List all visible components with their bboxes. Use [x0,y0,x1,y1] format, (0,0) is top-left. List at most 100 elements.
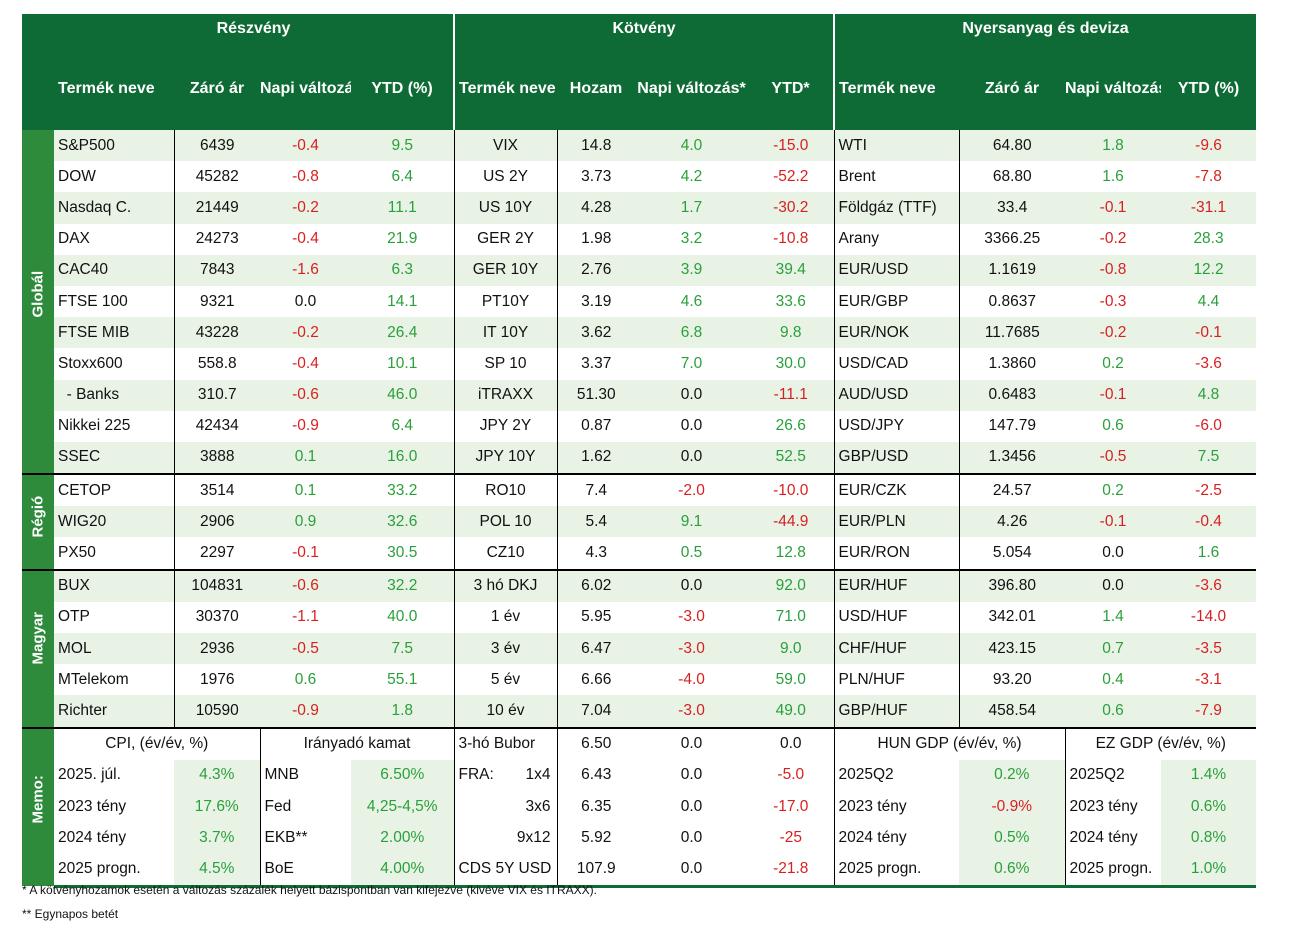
row-name: IT 10Y [453,317,558,349]
value-cell: 33.4 [958,192,1066,224]
row-name: USD/HUF [833,601,960,633]
hun-gdp-period: 2025 progn. [833,853,960,888]
section-stocks: Részvény [54,14,455,43]
ytd-change: 7.5 [1161,441,1257,475]
ytd-change: 9.8 [748,317,835,349]
row-name: 1 év [453,601,558,633]
ytd-change: 4.4 [1161,285,1257,318]
row-name: 3 év [453,633,558,665]
ytd-change: -14.0 [1161,601,1257,633]
daily-change: 1.4 [1065,601,1162,633]
daily-change: 0.7 [1065,633,1162,665]
ytd-change: 92.0 [748,568,835,602]
value-cell: 9321 [173,285,260,318]
row-name: Földgáz (TTF) [833,192,960,224]
daily-change: -0.2 [1065,223,1162,255]
value-cell: 3366.25 [958,223,1066,255]
bond-memo-ytd: 0.0 [748,726,835,760]
row-name: CAC40 [54,254,174,286]
fra-tenor: 1x4 [525,766,551,784]
daily-change: 0.1 [260,441,351,475]
row-name: AUD/USD [833,379,960,411]
row-name: CZ10 [453,537,558,570]
ytd-change: -52.2 [748,161,835,193]
daily-change: 3.2 [635,223,749,255]
row-name: SP 10 [453,348,558,380]
hun-gdp-value: -0.9% [959,790,1066,823]
row-name: iTRAXX [453,379,558,411]
daily-change: 4.6 [635,285,749,318]
hun-gdp-header: HUN GDP (év/év, %) [833,726,1066,760]
bond-memo-daily: 0.0 [635,822,749,854]
row-name: DAX [54,223,174,255]
daily-change: -0.6 [260,568,351,602]
ytd-change: 26.6 [748,410,835,442]
section-bonds: Kötvény [453,14,835,43]
value-cell: 10590 [173,695,260,728]
ytd-change: 12.2 [1161,254,1257,286]
value-cell: 43228 [173,317,260,349]
row-name: FTSE MIB [54,317,174,349]
value-cell: 423.15 [958,633,1066,665]
value-cell: 7843 [173,254,260,286]
row-name: PX50 [54,537,174,570]
bond-memo-ytd: -17.0 [748,790,835,823]
bond-memo-ytd: -25 [748,822,835,854]
ytd-change: 39.4 [748,254,835,286]
ytd-change: -3.6 [1161,568,1257,602]
daily-change: 0.2 [1065,348,1162,380]
ytd-change: 12.8 [748,537,835,570]
column-header: Termék neve [833,43,960,129]
ytd-change: -3.1 [1161,664,1257,696]
daily-change: -0.2 [260,317,351,349]
ytd-change: 33.2 [351,473,455,507]
daily-change: 0.0 [260,285,351,318]
cpi-period: 2023 tény [54,790,174,823]
value-cell: 1.1619 [958,254,1066,286]
daily-change: -0.5 [260,633,351,665]
row-name: Richter [54,695,174,728]
daily-change: 1.7 [635,192,749,224]
cpi-value: 3.7% [174,822,260,854]
value-cell: 24273 [173,223,260,255]
daily-change: 0.9 [260,506,351,538]
value-cell: 1.3860 [958,348,1066,380]
cpi-value: 17.6% [174,790,260,823]
value-cell: 5.4 [556,506,636,538]
ytd-change: 55.1 [351,664,455,696]
value-cell: 3888 [173,441,260,475]
ytd-change: 1.8 [351,695,455,728]
daily-change: -0.1 [1065,379,1162,411]
daily-change: -0.1 [260,537,351,570]
daily-change: 0.6 [260,664,351,696]
bond-memo-yield: 6.50 [556,726,636,760]
bond-memo-yield: 107.9 [556,853,636,888]
daily-change: -0.3 [1065,285,1162,318]
ytd-change: 6.3 [351,254,455,286]
ytd-change: 30.0 [748,348,835,380]
bond-memo-name: CDS 5Y USD [453,853,558,888]
value-cell: 45282 [173,161,260,193]
row-name: US 2Y [453,161,558,193]
row-name: 5 év [453,664,558,696]
ytd-change: 40.0 [351,601,455,633]
ytd-change: 49.0 [748,695,835,728]
value-cell: 7.04 [556,695,636,728]
daily-change: 0.0 [1065,537,1162,570]
value-cell: 3.73 [556,161,636,193]
daily-change: -2.0 [635,473,749,507]
daily-change: -0.9 [260,695,351,728]
ytd-change: -0.4 [1161,506,1257,538]
value-cell: 1.98 [556,223,636,255]
row-name: EUR/HUF [833,568,960,602]
daily-change: 0.5 [635,537,749,570]
daily-change: -3.0 [635,695,749,728]
daily-change: 0.0 [635,410,749,442]
daily-change: -0.9 [260,410,351,442]
column-header: YTD (%) [351,43,455,129]
row-name: Brent [833,161,960,193]
rate-bank: BoE [259,853,351,888]
group-label: Magyar [22,568,54,728]
row-name: - Banks [54,379,174,411]
column-header: Záró ár [959,43,1066,129]
